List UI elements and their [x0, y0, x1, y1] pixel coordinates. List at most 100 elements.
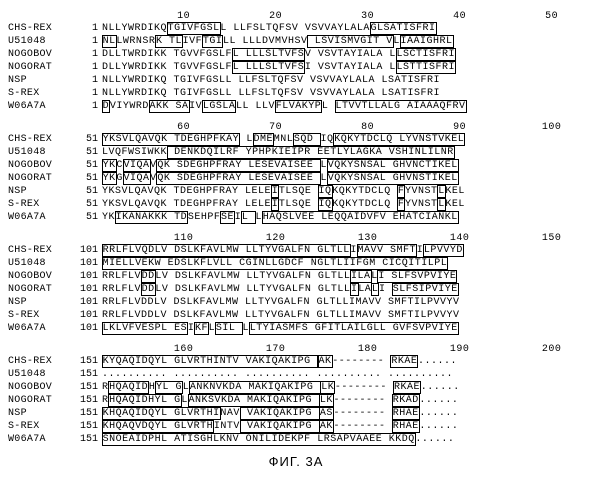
conserved-region: L LLLSLTVFS	[232, 48, 306, 61]
conserved-region: LKLVFVESPL ES	[102, 322, 189, 335]
sequence-row: NOGORAT51YKGVIQAVQK SDEGHPFRAY LESEVAISE…	[8, 172, 584, 185]
row-start-pos: 151	[74, 421, 102, 432]
row-label: CHS-REX	[8, 245, 74, 256]
ruler-tick: 120	[266, 233, 286, 244]
conserved-region: SE	[220, 211, 235, 224]
row-label: NSP	[8, 297, 74, 308]
conserved-region: MAVV SMFT	[357, 244, 418, 257]
row-start-pos: 151	[74, 382, 102, 393]
conserved-region: DD	[141, 270, 156, 283]
residues: ......	[419, 421, 458, 432]
residues: DLLTWRDIKK TGVVFGSLF	[102, 49, 232, 60]
row-start-pos: 151	[74, 356, 102, 367]
residues: LL LLLDVMVHSV	[223, 36, 308, 47]
ruler-row: 110120130140150	[8, 230, 584, 244]
row-start-pos: 1	[74, 23, 102, 34]
residues: ......	[418, 356, 457, 367]
conserved-region: RKAE	[390, 355, 418, 368]
row-start-pos: 151	[74, 408, 102, 419]
row-label: CHS-REX	[8, 23, 74, 34]
residues: LV DSLKFAVLMW LLTYVGALFN GLTLL	[155, 271, 350, 282]
ruler-tick: 60	[177, 122, 190, 133]
conserved-region: LK	[320, 381, 335, 394]
sequence-alignment: 1020304050CHS-REX1NLLYWRDIKQTGIVFGSLL LL…	[8, 8, 584, 446]
ruler-tick: 170	[266, 344, 286, 355]
row-start-pos: 51	[74, 212, 102, 223]
residues: KEL	[445, 199, 465, 210]
sequence: NLLYWRDIKQ TGIVFGSLL LLFSLTQFSV VSVVAYLA…	[102, 88, 440, 99]
residues: --------	[334, 408, 393, 419]
sequence-row: NOGORAT151RHQAQIDHYL GLANKSVKDA MAKIQAKI…	[8, 394, 584, 407]
row-label: NSP	[8, 186, 74, 197]
conserved-region: LSTTISFRI	[396, 61, 457, 74]
conserved-region: HQAQIDHYL G	[108, 394, 182, 407]
row-start-pos: 1	[74, 101, 102, 112]
conserved-region: LTYIASMFS GFITLAILGLL GVFSVPVIYE	[249, 322, 459, 335]
sequence: YKCVIQAVQK SDEGHPFRAY LESEVAISEE LVQKYSN…	[102, 159, 458, 172]
row-start-pos: 51	[74, 199, 102, 210]
conserved-region: ILA	[350, 270, 372, 283]
conserved-region: IKANAKKK TD	[115, 211, 189, 224]
conserved-region: LK	[319, 394, 334, 407]
sequence: RHQAQIDHYL GLANKSVKDA MAKIQAKIPG LK-----…	[102, 394, 458, 407]
conserved-region: LTVVTLLALG AIAAAQFRV	[335, 100, 467, 113]
residues: --------	[332, 356, 391, 367]
conserved-region: KYQAQIDQYL GLVRTHINTV VAKIQAKIPG	[102, 355, 319, 368]
row-label: W06A7A	[8, 323, 74, 334]
conserved-region: SLFSIPVIYE	[392, 283, 459, 296]
ruler-tick: 190	[450, 344, 470, 355]
residues: ......	[415, 434, 454, 445]
conserved-region: VQKYSNSAL GHVNSTIKEL	[327, 172, 459, 185]
ruler-row: 60708090100	[8, 119, 584, 133]
conserved-region: VQKYSNSAL GHVNCTIKEL	[327, 159, 459, 172]
residues: DLLYWRDIKK TGVVFGSLF	[102, 62, 232, 73]
conserved-region: DD	[141, 283, 156, 296]
conserved-region: KHQAQIDQYL GLVRTHI	[102, 407, 221, 420]
residues: MNL	[274, 134, 294, 145]
ruler-tick: 20	[269, 11, 282, 22]
row-start-pos: 151	[74, 434, 102, 445]
row-start-pos: 101	[74, 284, 102, 295]
residues: L LLFSLTQFSV VSVVAYLALA	[220, 23, 370, 34]
row-start-pos: 101	[74, 323, 102, 334]
residues: LL LLV	[236, 101, 275, 112]
conserved-region: IAAIGHRL	[400, 35, 454, 48]
row-label: NOGOBOV	[8, 382, 74, 393]
ruler-tick: 90	[453, 122, 466, 133]
alignment-block: 160170180190200CHS-REX151KYQAQIDQYL GLVR…	[8, 341, 584, 446]
residues: ......	[419, 395, 458, 406]
row-label: NOGORAT	[8, 173, 74, 184]
residues: IVF	[183, 36, 203, 47]
sequence-row: NSP101RRLFLVDDLV DSLKFAVLMW LLTYVGALFN G…	[8, 296, 584, 309]
sequence-row: CHS-REX101RRLFLVQDLV DSLKFAVLMW LLTYVGAL…	[8, 244, 584, 257]
residues: RRLFLV	[102, 284, 141, 295]
conserved-region: QK SDEGHPFRAY LESEVAISEE	[156, 159, 321, 172]
row-label: S-REX	[8, 199, 74, 210]
conserved-region: YK	[102, 159, 117, 172]
row-start-pos: 51	[74, 134, 102, 145]
residues: YKSVLQAVQK TDEGHPFRAY LELE	[102, 199, 271, 210]
residues: RRLFLVDDLV DSLKFAVLMW LLTYVGALFN GLTLLIM…	[102, 310, 460, 321]
conserved-region: LSCTISFRI	[396, 48, 457, 61]
residues: LA	[358, 284, 371, 295]
residues: L	[322, 101, 335, 112]
conserved-region: NL	[102, 35, 117, 48]
row-start-pos: 151	[74, 395, 102, 406]
residues: KEL	[445, 186, 465, 197]
sequence-row: S-REX151KHQAQVDQYL GLVRTHINTV VAKIQAKIPG…	[8, 420, 584, 433]
row-start-pos: 1	[74, 88, 102, 99]
sequence-row: W06A7A101LKLVFVESPL ESIKFLSIL LLTYIASMFS…	[8, 322, 584, 335]
row-start-pos: 1	[74, 49, 102, 60]
conserved-region: RHAE	[392, 420, 420, 433]
conserved-region: TGI	[202, 35, 224, 48]
sequence-row: NOGOBOV51YKCVIQAVQK SDEGHPFRAY LESEVAISE…	[8, 159, 584, 172]
ruler-tick: 100	[542, 122, 562, 133]
conserved-region: MIELLVEKW EDSLKFLVLL CGINLLGDCF NGLTLIIF…	[102, 257, 449, 270]
conserved-region: AS	[319, 407, 334, 420]
residues: TLSQE	[279, 199, 318, 210]
residues: V VSVTAYIALA L	[305, 49, 396, 60]
sequence: YKGVIQAVQK SDEGHPFRAY LESEVAISEE LVQKYSN…	[102, 172, 458, 185]
conserved-region: KQKYTDCLQ LYVNSTVKEL	[333, 133, 465, 146]
sequence: RRLFLVDDLV DSLKFAVLMW LLTYVGALFN GLTLLIM…	[102, 310, 460, 321]
conserved-region: FLVAKYP	[275, 100, 323, 113]
